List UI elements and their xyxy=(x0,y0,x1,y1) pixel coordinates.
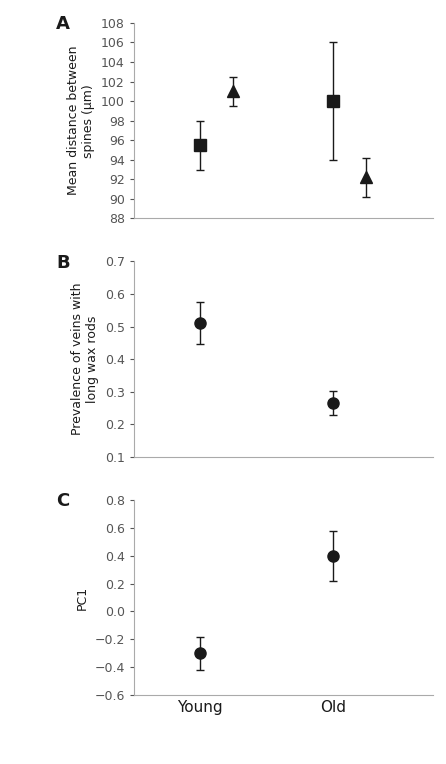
Text: A: A xyxy=(56,15,70,33)
Text: B: B xyxy=(56,254,70,271)
Text: C: C xyxy=(56,492,70,510)
Y-axis label: PC1: PC1 xyxy=(76,585,89,610)
Y-axis label: Mean distance between
spines (μm): Mean distance between spines (μm) xyxy=(67,46,95,196)
Y-axis label: Prevalence of veins with
long wax rods: Prevalence of veins with long wax rods xyxy=(71,283,99,435)
